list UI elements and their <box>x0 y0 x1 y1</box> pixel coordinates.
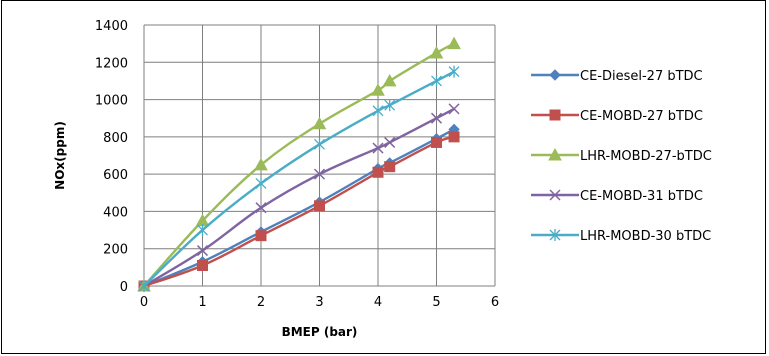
data-point-triangle <box>548 147 562 161</box>
data-point-star <box>384 99 396 112</box>
data-point-square <box>372 166 384 178</box>
data-point-star <box>314 138 325 151</box>
data-point-star <box>255 177 267 190</box>
x-tick-label: 2 <box>257 295 265 310</box>
data-point-triangle <box>447 36 461 50</box>
marker-stroke <box>448 103 460 115</box>
legend-item: CE-MOBD-27 bTDC <box>531 109 703 124</box>
data-point-star <box>372 104 384 117</box>
data-point-star <box>431 74 442 87</box>
series-line <box>143 107 455 288</box>
legend-label: CE-Diesel-27 bTDC <box>580 69 703 84</box>
legend-label: LHR-MOBD-30 bTDC <box>580 229 711 244</box>
legend-label: LHR-MOBD-27-bTDC <box>580 149 712 164</box>
data-point-triangle <box>371 83 385 96</box>
data-point-x <box>384 136 396 148</box>
marker-stroke <box>430 112 443 124</box>
marker-stroke <box>313 168 326 180</box>
data-point-triangle <box>429 45 444 59</box>
legend-item: CE-Diesel-27 bTDC <box>531 69 703 84</box>
data-point-triangle <box>312 116 327 130</box>
x-tick-label: 3 <box>315 295 323 310</box>
data-point-x <box>549 189 561 201</box>
y-tick-label: 1200 <box>95 56 128 71</box>
data-point-square <box>314 200 325 212</box>
marker-stroke <box>549 189 561 201</box>
data-point-x <box>448 103 460 115</box>
axes <box>143 25 495 287</box>
legend-item: LHR-MOBD-27-bTDC <box>531 147 712 164</box>
marker-stroke <box>384 136 396 148</box>
data-point-square <box>384 161 396 173</box>
y-tick-label: 800 <box>103 131 128 146</box>
data-point-x <box>372 142 384 154</box>
x-tick-label: 1 <box>198 295 206 310</box>
series-line <box>143 70 455 287</box>
y-axis-label: NOx(ppm) <box>53 121 67 190</box>
data-point-x <box>313 168 326 180</box>
series-1 <box>138 123 460 292</box>
y-tick-label: 200 <box>103 243 128 258</box>
marker-stroke <box>255 202 267 214</box>
data-point-square <box>448 131 460 143</box>
data-point-square <box>549 109 561 121</box>
x-tick-label: 0 <box>140 295 148 310</box>
marker-stroke <box>372 142 384 154</box>
y-tick-label: 0 <box>120 280 128 295</box>
data-point-x <box>196 245 209 257</box>
data-point-triangle <box>254 157 268 171</box>
data-point-square <box>197 259 208 271</box>
y-tick-label: 1000 <box>95 94 128 109</box>
legend-label: CE-MOBD-31 bTDC <box>580 189 703 204</box>
marker-stroke <box>196 245 209 257</box>
series-line <box>143 135 455 288</box>
data-point-triangle <box>382 73 397 87</box>
x-axis-label: BMEP (bar) <box>282 325 358 339</box>
data-point-diamond <box>549 69 561 81</box>
grid-lines <box>143 24 496 287</box>
series-3 <box>137 36 461 292</box>
legend: CE-Diesel-27 bTDC CE-MOBD-27 bTDC LHR-MOBD… <box>531 69 712 244</box>
series-line <box>143 128 455 288</box>
series-group <box>137 36 461 292</box>
x-tick-label: 6 <box>491 295 499 310</box>
data-point-square <box>255 230 267 242</box>
legend-item: LHR-MOBD-30 bTDC <box>531 229 711 244</box>
series-line <box>143 42 455 287</box>
data-point-star <box>448 65 460 78</box>
data-point-star <box>549 229 561 241</box>
data-point-star <box>138 280 150 292</box>
x-tick-label: 4 <box>374 295 382 310</box>
y-tick-label: 1400 <box>95 19 128 34</box>
x-tick-label: 5 <box>432 295 440 310</box>
legend-label: CE-MOBD-27 bTDC <box>580 109 703 124</box>
tick-labels: 0 200 400 600 800 1000 1200 1400 0 1 2 3 4 5 6 <box>95 19 499 310</box>
series-4 <box>138 103 460 292</box>
series-5 <box>138 65 460 292</box>
data-point-x <box>255 202 267 214</box>
data-point-star <box>197 224 208 237</box>
data-point-x <box>430 112 443 124</box>
y-tick-label: 400 <box>103 205 128 220</box>
data-point-square <box>431 136 442 148</box>
y-tick-label: 600 <box>103 168 128 183</box>
legend-item: CE-MOBD-31 bTDC <box>531 189 703 204</box>
